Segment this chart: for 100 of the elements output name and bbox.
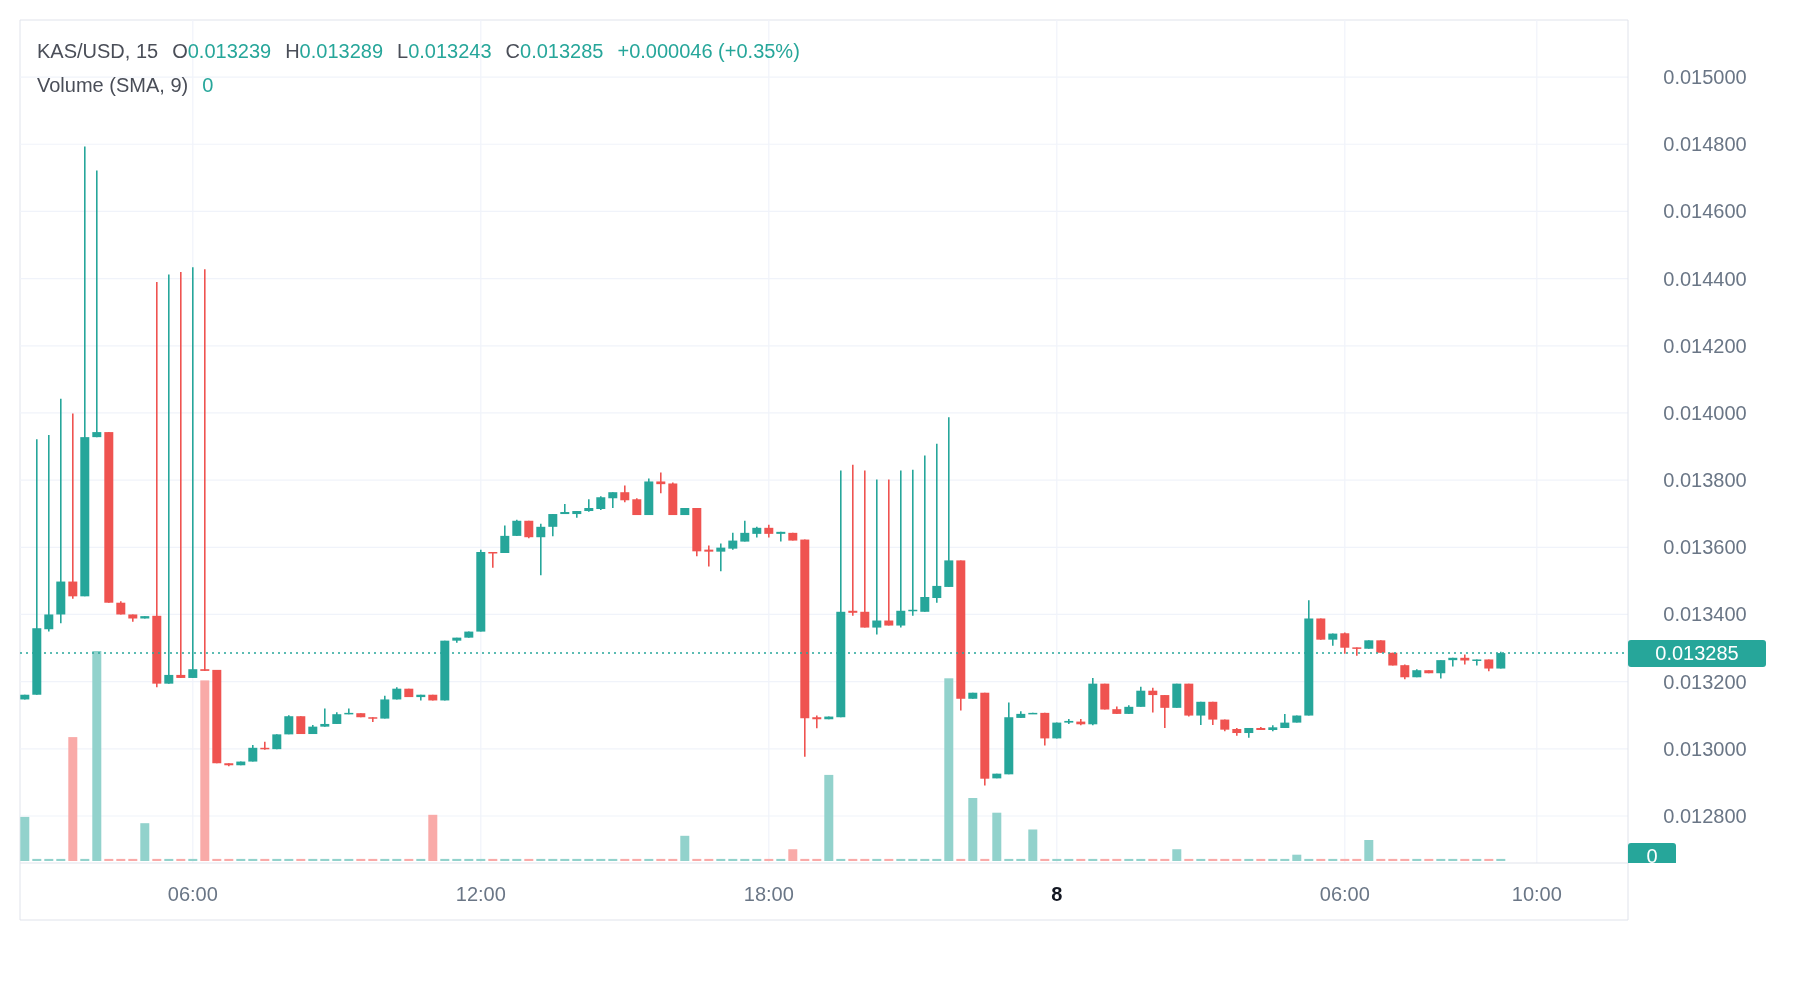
- bar: [992, 812, 1002, 861]
- candlestick: [44, 434, 54, 633]
- bar: [1064, 858, 1074, 861]
- bar: [452, 858, 462, 861]
- bar: [1436, 858, 1446, 861]
- bar: [1424, 858, 1434, 861]
- y-tick-label: 0.013000: [1663, 737, 1747, 760]
- bar: [1184, 858, 1194, 861]
- bar: [20, 816, 30, 861]
- bar: [980, 858, 990, 861]
- x-tick-label: 06:00: [1319, 883, 1370, 905]
- bar: [836, 858, 846, 861]
- candlestick: [740, 519, 750, 543]
- bar: [368, 858, 378, 861]
- bar: [1136, 858, 1146, 861]
- bar: [788, 849, 798, 861]
- candlestick: [68, 412, 78, 600]
- bar: [740, 858, 750, 861]
- bar: [236, 858, 246, 861]
- y-tick-label: 0.013200: [1663, 670, 1747, 693]
- bar: [1220, 858, 1230, 861]
- bar: [908, 858, 918, 861]
- bar: [440, 858, 450, 861]
- bar: [344, 858, 354, 861]
- bar: [1400, 858, 1410, 861]
- candlestick: [872, 478, 882, 636]
- bar: [944, 678, 954, 861]
- bar: [416, 858, 426, 861]
- chart-title: Volume (SMA, 9): [37, 74, 189, 96]
- x-tick-label: 10:00: [1511, 883, 1562, 905]
- candlestick: [1148, 686, 1158, 714]
- y-tick-label: 0.013400: [1663, 603, 1747, 626]
- bar: [764, 858, 774, 861]
- annotation: O0.013239: [172, 40, 272, 62]
- x-tick-label: 18:00: [743, 883, 794, 905]
- bar: [1124, 858, 1134, 861]
- candlestick: [1136, 685, 1146, 708]
- annotation: L0.013243: [397, 40, 492, 62]
- bar: [56, 858, 66, 861]
- candlestick: [200, 268, 210, 672]
- bar: [644, 858, 654, 861]
- bar: [1280, 858, 1290, 861]
- bar: [1352, 858, 1362, 861]
- bar: [128, 858, 138, 861]
- candlestick: [896, 469, 906, 629]
- candlestick: [1160, 694, 1170, 729]
- bar: [1496, 858, 1506, 861]
- annotation: 0: [202, 74, 214, 96]
- bar: [428, 814, 438, 861]
- bar: [896, 858, 906, 861]
- candlestick: [92, 169, 102, 438]
- x-tick-label: 06:00: [167, 883, 218, 905]
- bar: [104, 858, 114, 861]
- bar: [584, 858, 594, 861]
- candlestick: [848, 463, 858, 617]
- bar: [1112, 858, 1122, 861]
- bar: [140, 823, 150, 861]
- candlestick: [1436, 659, 1446, 680]
- bar: [68, 737, 78, 861]
- bar: [188, 858, 198, 861]
- bar: [1364, 840, 1374, 861]
- bar: [272, 858, 282, 861]
- candlestick: [1316, 617, 1326, 641]
- bar: [1244, 858, 1254, 861]
- candlestick: [548, 513, 558, 538]
- bar: [1016, 858, 1026, 861]
- bar: [1268, 858, 1278, 861]
- bar: [608, 858, 618, 861]
- bar: [1208, 858, 1218, 861]
- y-tick-label: 0.014800: [1663, 133, 1747, 156]
- bar: [92, 651, 102, 861]
- bar: [1328, 858, 1338, 861]
- bar: [512, 858, 522, 861]
- bar: [956, 858, 966, 861]
- bar: [1340, 858, 1350, 861]
- bar: [356, 858, 366, 861]
- candlestick: [716, 542, 726, 572]
- bar: [1412, 858, 1422, 861]
- candlestick: [1352, 646, 1362, 657]
- candlestick: [812, 714, 822, 730]
- bar: [296, 858, 306, 861]
- bar: [116, 858, 126, 861]
- bar: [536, 858, 546, 861]
- bar: [1292, 854, 1302, 861]
- bar: [1460, 858, 1470, 861]
- bar: [596, 858, 606, 861]
- bar: [1088, 858, 1098, 861]
- bar: [308, 858, 318, 861]
- candlestick: [704, 544, 714, 568]
- bar: [656, 858, 666, 861]
- bar: [716, 858, 726, 861]
- y-tick-label: 0.014000: [1663, 401, 1747, 424]
- bar: [248, 858, 258, 861]
- annotation: C0.013285: [505, 40, 604, 62]
- bar: [224, 858, 234, 861]
- candlestick: [500, 524, 510, 554]
- bar: [668, 858, 678, 861]
- y-tick-label: 0.013600: [1663, 536, 1747, 559]
- bar: [548, 858, 558, 861]
- candlestick: [884, 478, 894, 627]
